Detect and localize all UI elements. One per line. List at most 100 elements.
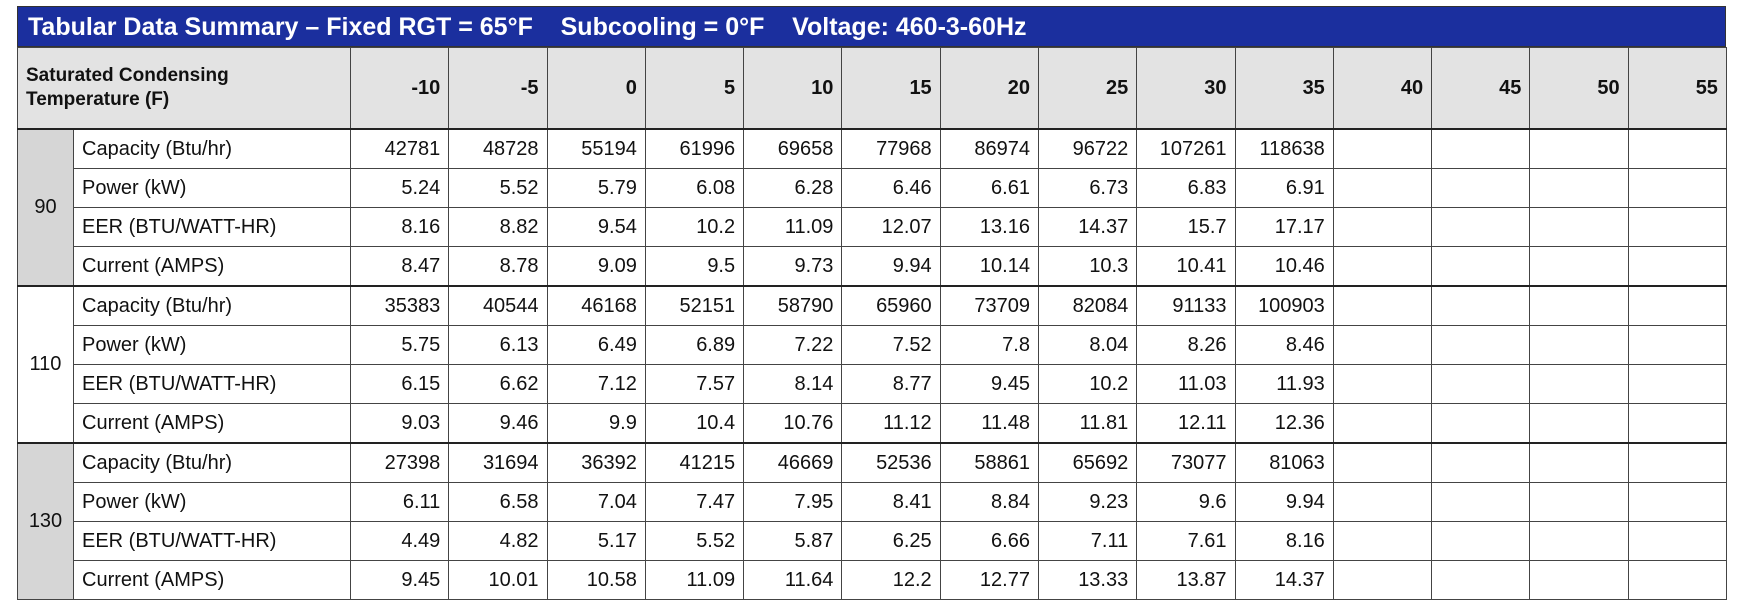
value-cell: 11.48: [939, 403, 1039, 444]
value-cell: 40544: [448, 285, 548, 326]
value-cell: 6.83: [1136, 168, 1236, 208]
value-cell: 6.66: [939, 521, 1039, 561]
value-cell: 12.36: [1234, 403, 1334, 444]
empty-cell: [1431, 403, 1531, 444]
value-cell: 6.11: [349, 482, 450, 522]
value-cell: 4.82: [448, 521, 548, 561]
empty-cell: [1431, 246, 1531, 287]
value-cell: 6.13: [448, 325, 548, 365]
value-cell: 12.07: [841, 207, 941, 247]
data-row: Power (kW) 6.11 6.58 7.04 7.47 7.95 8.41 8.84 9.…: [18, 482, 1727, 522]
value-cell: 9.94: [841, 246, 941, 287]
value-cell: 58790: [743, 285, 843, 326]
empty-cell: [1627, 246, 1727, 287]
value-cell: 11.93: [1234, 364, 1334, 404]
empty-cell: [1431, 521, 1531, 561]
data-row: 90 Capacity (Btu/hr) 42781 48728 55194 61996 6…: [17, 128, 1727, 287]
value-cell: 73077: [1136, 442, 1236, 483]
row-label: Capacity (Btu/hr): [73, 128, 351, 169]
empty-cell: [1332, 364, 1433, 404]
title-bar: Tabular Data Summary – Fixed RGT = 65°F …: [17, 6, 1726, 47]
value-cell: 107261: [1136, 128, 1236, 169]
value-cell: 10.2: [644, 207, 745, 247]
value-cell: 8.84: [939, 482, 1039, 522]
empty-cell: [1431, 207, 1531, 247]
value-cell: 11.12: [841, 403, 941, 444]
data-row: EER (BTU/WATT-HR) 4.49 4.82 5.17 5.52 5.87 6.2…: [18, 521, 1727, 561]
summary: Tabular Data Summary – Fixed RGT = 65°F …: [17, 6, 1727, 600]
value-cell: 65960: [841, 285, 941, 326]
row-label: Current (AMPS): [73, 560, 351, 600]
value-cell: 6.89: [644, 325, 745, 365]
value-cell: 11.09: [743, 207, 843, 247]
empty-cell: [1529, 168, 1629, 208]
value-cell: 91133: [1136, 285, 1236, 326]
value-cell: 10.4: [644, 403, 745, 444]
value-cell: 7.52: [841, 325, 941, 365]
value-cell: 10.58: [546, 560, 646, 600]
value-cell: 9.5: [644, 246, 745, 287]
value-cell: 7.12: [546, 364, 646, 404]
value-cell: 8.46: [1234, 325, 1334, 365]
row-label: EER (BTU/WATT-HR): [73, 521, 351, 561]
empty-cell: [1529, 285, 1629, 326]
value-cell: 5.87: [743, 521, 843, 561]
empty-cell: [1627, 482, 1727, 522]
value-cell: 5.52: [644, 521, 745, 561]
value-cell: 5.17: [546, 521, 646, 561]
value-cell: 9.73: [743, 246, 843, 287]
empty-cell: [1627, 285, 1727, 326]
value-cell: 12.77: [939, 560, 1039, 600]
empty-cell: [1332, 207, 1433, 247]
value-cell: 42781: [349, 128, 450, 169]
value-cell: 14.37: [1037, 207, 1138, 247]
value-cell: 8.14: [743, 364, 843, 404]
value-cell: 86974: [939, 128, 1039, 169]
value-cell: 6.15: [349, 364, 450, 404]
value-cell: 13.16: [939, 207, 1039, 247]
header-row: Saturated Condensing Temperature (F) -10…: [17, 47, 1727, 130]
value-cell: 6.62: [448, 364, 548, 404]
empty-cell: [1627, 521, 1727, 561]
empty-cell: [1431, 285, 1531, 326]
row-label: Current (AMPS): [73, 246, 351, 287]
value-cell: 11.64: [743, 560, 843, 600]
data-row: 110 Capacity (Btu/hr) 35383 40544 46168 52151…: [17, 285, 1727, 444]
value-cell: 5.24: [349, 168, 450, 208]
value-cell: 55194: [546, 128, 646, 169]
column-header: 25: [1037, 47, 1138, 130]
value-cell: 46669: [743, 442, 843, 483]
column-header: 0: [546, 47, 646, 130]
value-cell: 10.14: [939, 246, 1039, 287]
empty-cell: [1627, 560, 1727, 600]
empty-cell: [1627, 207, 1727, 247]
empty-cell: [1431, 364, 1531, 404]
column-header: 15: [841, 47, 941, 130]
value-cell: 13.33: [1037, 560, 1138, 600]
value-cell: 8.47: [349, 246, 450, 287]
value-cell: 12.2: [841, 560, 941, 600]
value-cell: 9.9: [546, 403, 646, 444]
empty-cell: [1529, 128, 1629, 169]
value-cell: 7.47: [644, 482, 745, 522]
value-cell: 5.79: [546, 168, 646, 208]
value-cell: 6.28: [743, 168, 843, 208]
value-cell: 8.78: [448, 246, 548, 287]
empty-cell: [1332, 168, 1433, 208]
data-row: Power (kW) 5.75 6.13 6.49 6.89 7.22 7.52 7.8 8.0…: [18, 325, 1727, 365]
value-cell: 7.11: [1037, 521, 1138, 561]
value-cell: 73709: [939, 285, 1039, 326]
value-cell: 8.16: [1234, 521, 1334, 561]
value-cell: 7.8: [939, 325, 1039, 365]
value-cell: 118638: [1234, 128, 1334, 169]
empty-cell: [1529, 560, 1629, 600]
value-cell: 5.75: [349, 325, 450, 365]
value-cell: 10.3: [1037, 246, 1138, 287]
empty-cell: [1332, 285, 1433, 326]
column-header: 10: [743, 47, 843, 130]
empty-cell: [1332, 246, 1433, 287]
value-cell: 6.46: [841, 168, 941, 208]
row-label: Power (kW): [73, 482, 351, 522]
value-cell: 9.03: [349, 403, 450, 444]
value-cell: 9.45: [349, 560, 450, 600]
